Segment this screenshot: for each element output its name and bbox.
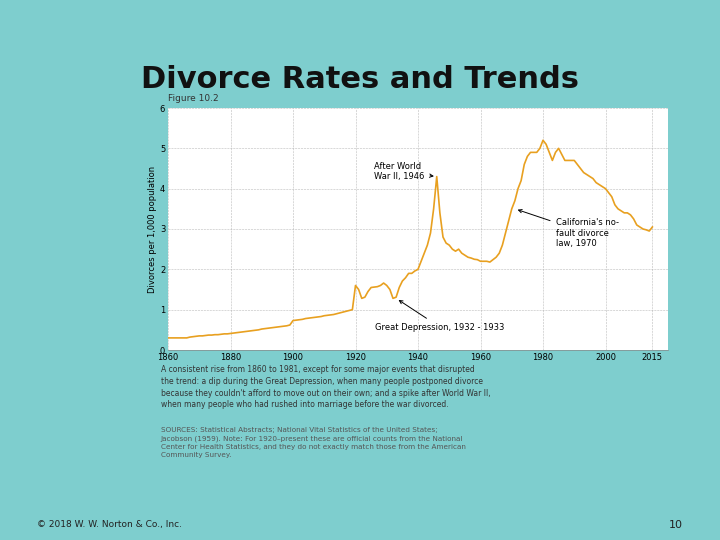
Text: After World
War II, 1946: After World War II, 1946 bbox=[374, 162, 433, 181]
Text: A consistent rise from 1860 to 1981, except for some major events that disrupted: A consistent rise from 1860 to 1981, exc… bbox=[161, 365, 490, 409]
Y-axis label: Divorces per 1,000 population: Divorces per 1,000 population bbox=[148, 165, 157, 293]
Text: Great Depression, 1932 - 1933: Great Depression, 1932 - 1933 bbox=[375, 300, 505, 332]
Text: SOURCES: Statistical Abstracts; National Vital Statistics of the United States;
: SOURCES: Statistical Abstracts; National… bbox=[161, 427, 466, 457]
Text: California's no-
fault divorce
law, 1970: California's no- fault divorce law, 1970 bbox=[518, 210, 618, 248]
Text: 10: 10 bbox=[669, 520, 683, 530]
Text: © 2018 W. W. Norton & Co., Inc.: © 2018 W. W. Norton & Co., Inc. bbox=[37, 521, 182, 530]
Text: Figure 10.2: Figure 10.2 bbox=[168, 93, 219, 103]
Text: Divorce Rates and Trends: Divorce Rates and Trends bbox=[141, 65, 579, 94]
